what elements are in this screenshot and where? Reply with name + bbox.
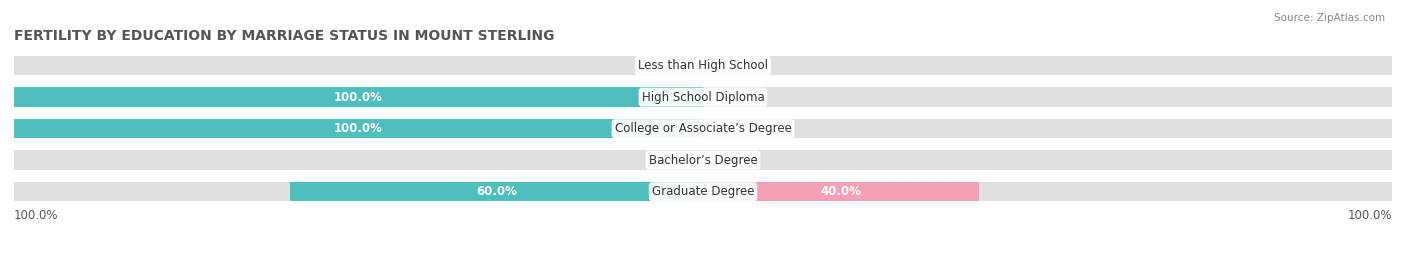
Bar [703,119,1392,138]
Text: 60.0%: 60.0% [475,185,517,198]
Bar [290,182,703,202]
Text: FERTILITY BY EDUCATION BY MARRIAGE STATUS IN MOUNT STERLING: FERTILITY BY EDUCATION BY MARRIAGE STATU… [14,29,554,43]
Bar [703,182,1392,202]
Bar [703,56,1392,75]
Text: Source: ZipAtlas.com: Source: ZipAtlas.com [1274,13,1385,23]
Bar [703,87,1392,107]
Text: 100.0%: 100.0% [1347,209,1392,222]
Text: 100.0%: 100.0% [335,122,382,135]
Text: High School Diploma: High School Diploma [641,91,765,104]
Text: Less than High School: Less than High School [638,59,768,72]
Text: 100.0%: 100.0% [14,209,59,222]
Text: 0.0%: 0.0% [724,59,754,72]
Text: Bachelor’s Degree: Bachelor’s Degree [648,154,758,167]
Bar [14,182,703,202]
Bar [14,119,703,138]
Bar [14,87,703,107]
Text: 0.0%: 0.0% [724,122,754,135]
Text: 0.0%: 0.0% [724,91,754,104]
Text: 0.0%: 0.0% [724,154,754,167]
Bar [703,182,979,202]
Bar [14,119,703,138]
Text: College or Associate’s Degree: College or Associate’s Degree [614,122,792,135]
Bar [14,150,703,170]
Bar [14,56,703,75]
Text: 0.0%: 0.0% [652,154,682,167]
Text: 40.0%: 40.0% [820,185,862,198]
Legend: Married, Unmarried: Married, Unmarried [619,264,787,268]
Text: 100.0%: 100.0% [335,91,382,104]
Text: 0.0%: 0.0% [652,59,682,72]
Bar [703,150,1392,170]
Text: Graduate Degree: Graduate Degree [652,185,754,198]
Bar [14,87,703,107]
